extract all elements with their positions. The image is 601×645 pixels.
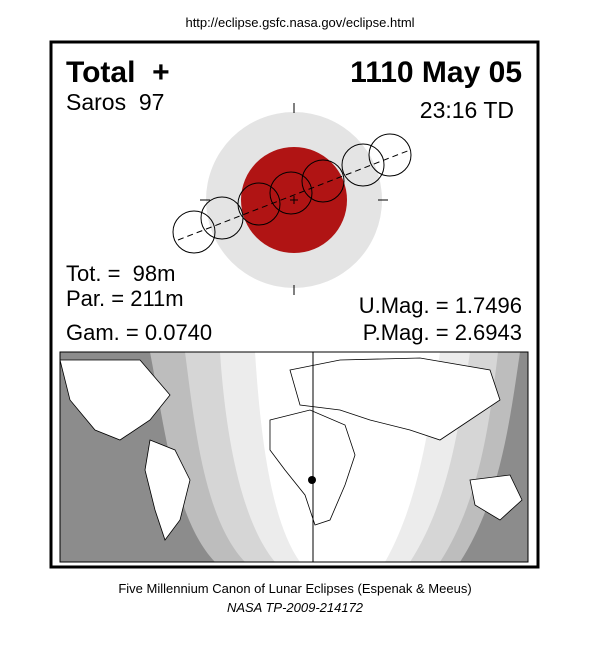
time: 23:16 TD	[420, 97, 514, 123]
saros: Saros 97	[66, 89, 164, 115]
shadow-diagram	[172, 103, 412, 295]
world-map	[59, 351, 529, 563]
par: Par. = 211m	[66, 286, 184, 311]
tot: Tot. = 98m	[66, 261, 175, 286]
eclipse-type: Total +	[66, 56, 170, 89]
gam: Gam. = 0.0740	[66, 320, 212, 345]
url: http://eclipse.gsfc.nasa.gov/eclipse.htm…	[185, 15, 414, 30]
footer-ref: NASA TP-2009-214172	[227, 600, 364, 615]
umag: U.Mag. = 1.7496	[359, 293, 522, 318]
axis-ticks	[200, 103, 388, 295]
moon-path	[177, 149, 411, 241]
footer-credit: Five Millennium Canon of Lunar Eclipses …	[118, 581, 471, 596]
eclipse-date: 1110 May 05	[350, 56, 522, 89]
moon-positions	[172, 133, 412, 254]
pmag: P.Mag. = 2.6943	[363, 320, 522, 345]
